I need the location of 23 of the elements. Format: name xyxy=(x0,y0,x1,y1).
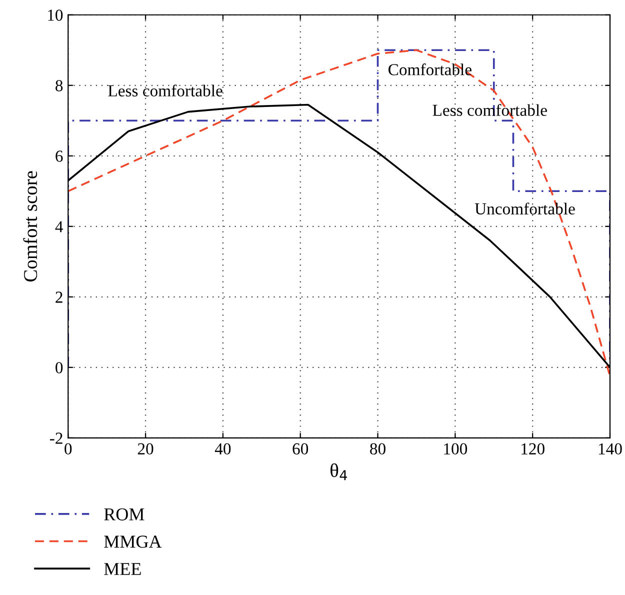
x-tick-label: 40 xyxy=(214,443,231,455)
legend-label: ROM xyxy=(104,508,144,520)
x-tick-label: 120 xyxy=(522,443,544,455)
x-tick-label: 20 xyxy=(138,443,154,455)
annotation: Less comfortable xyxy=(108,84,222,96)
y-tick-label: 4 xyxy=(55,221,64,232)
x-tick-label: 140 xyxy=(598,443,622,455)
legend-label: MMGA xyxy=(104,536,162,548)
x-axis-title: θ$_{4}$ xyxy=(330,463,348,480)
y-axis-title: Comfort score xyxy=(23,171,38,282)
x-tick-label: 100 xyxy=(444,443,468,455)
y-tick-label: 6 xyxy=(56,150,63,162)
y-tick-label: 0 xyxy=(56,362,63,374)
y-tick-label: 2 xyxy=(56,292,62,303)
y-tick-label: 10 xyxy=(48,10,63,21)
x-tick-label: 0 xyxy=(64,443,72,455)
annotation: Comfortable xyxy=(388,63,472,76)
y-tick-label: 8 xyxy=(56,80,63,92)
x-tick-label: 80 xyxy=(370,443,386,455)
legend-label: MEE xyxy=(104,563,141,575)
annotation: Uncomfortable xyxy=(474,202,575,214)
y-tick-label: -2 xyxy=(50,432,62,444)
x-tick-label: 60 xyxy=(292,443,308,455)
